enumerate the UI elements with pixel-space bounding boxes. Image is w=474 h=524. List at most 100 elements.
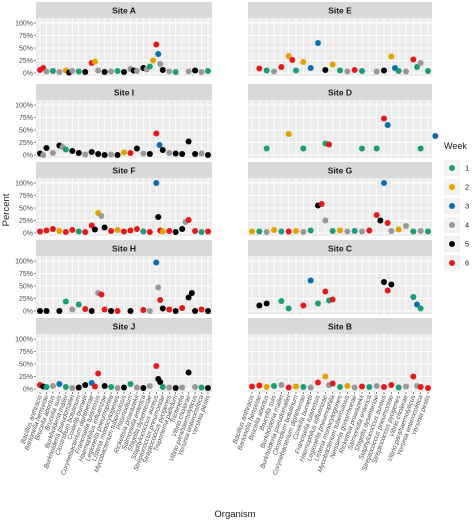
data-point — [75, 228, 82, 235]
panel-title: Site H — [112, 244, 136, 254]
data-point — [98, 291, 105, 298]
data-point — [82, 69, 89, 75]
data-point — [62, 229, 69, 235]
data-point — [75, 301, 82, 308]
data-point — [95, 151, 102, 157]
data-point — [205, 308, 211, 314]
data-point — [159, 305, 166, 312]
data-point — [300, 145, 307, 152]
legend-swatch — [449, 260, 455, 266]
data-point — [179, 151, 186, 157]
panel-strip — [36, 240, 212, 256]
data-point — [166, 228, 173, 234]
data-point — [172, 150, 179, 157]
data-point — [49, 68, 56, 74]
y-tick-label: 25% — [19, 218, 33, 225]
data-point — [150, 57, 157, 64]
data-point — [153, 259, 160, 266]
data-point — [271, 227, 277, 233]
data-point — [156, 142, 163, 148]
y-tick-label: 0% — [23, 308, 33, 315]
data-point — [205, 228, 211, 235]
data-point — [403, 383, 409, 390]
data-point — [377, 217, 384, 224]
data-point — [256, 228, 263, 235]
y-tick-label: 50% — [19, 45, 33, 52]
y-tick-label: 25% — [19, 374, 33, 381]
data-point — [318, 201, 325, 207]
y-tick-label: 0% — [23, 70, 33, 77]
y-tick-label: 25% — [19, 296, 33, 303]
panel-strip — [36, 84, 212, 100]
panel-title: Site I — [114, 88, 134, 98]
panel-strip — [36, 2, 212, 18]
data-point — [293, 228, 299, 234]
data-point — [127, 150, 134, 156]
data-point — [69, 385, 76, 391]
data-point — [82, 229, 89, 235]
data-point — [205, 68, 211, 74]
data-point — [192, 67, 199, 74]
data-point — [381, 384, 387, 390]
data-point — [114, 308, 121, 314]
data-point — [344, 383, 351, 389]
data-point — [344, 228, 351, 235]
data-point — [425, 68, 431, 74]
data-point — [43, 145, 50, 151]
legend-item: 6 — [444, 255, 469, 271]
data-point — [366, 227, 373, 234]
data-point — [384, 220, 391, 226]
data-point — [91, 226, 98, 233]
data-point — [159, 147, 166, 153]
data-point — [43, 227, 50, 234]
data-point — [315, 300, 321, 307]
panel-strip — [248, 318, 432, 334]
data-point — [315, 379, 321, 386]
data-point — [263, 300, 270, 307]
y-axis-title: Percent — [1, 193, 12, 226]
data-point — [88, 149, 95, 155]
y-tick-label: 75% — [19, 115, 33, 122]
data-point — [88, 308, 95, 314]
data-point — [417, 60, 424, 66]
data-point — [157, 61, 164, 67]
data-point — [121, 384, 127, 391]
data-point — [256, 302, 263, 309]
data-point — [140, 385, 147, 391]
data-point — [127, 227, 134, 234]
panel-title: Site F — [112, 166, 135, 176]
data-point — [403, 68, 409, 75]
data-point — [278, 64, 285, 70]
data-point — [114, 68, 121, 74]
data-point — [351, 67, 358, 73]
data-point — [300, 229, 307, 235]
data-point — [366, 384, 373, 390]
data-point — [285, 305, 292, 312]
data-point — [62, 298, 69, 305]
panel-strip — [36, 162, 212, 178]
data-point — [108, 228, 115, 234]
legend-item: 5 — [444, 236, 469, 252]
y-tick-label: 50% — [19, 283, 33, 290]
data-point — [344, 68, 351, 75]
data-point — [69, 148, 76, 154]
data-point — [172, 229, 179, 235]
data-point — [307, 277, 314, 284]
data-point — [410, 373, 417, 380]
data-point — [166, 68, 173, 75]
data-point — [62, 146, 69, 153]
data-point — [75, 150, 82, 156]
data-point — [108, 151, 115, 158]
data-point — [121, 228, 127, 235]
legend-swatch — [449, 203, 455, 209]
panel-site-b: Site B — [248, 318, 432, 392]
y-tick-label: 0% — [23, 152, 33, 159]
data-point — [114, 227, 121, 233]
y-tick-label: 75% — [19, 33, 33, 40]
data-point — [98, 213, 105, 219]
data-point — [192, 228, 199, 234]
legend-swatch — [449, 241, 455, 247]
data-point — [373, 383, 380, 389]
data-point — [155, 51, 162, 57]
data-point — [359, 68, 365, 74]
